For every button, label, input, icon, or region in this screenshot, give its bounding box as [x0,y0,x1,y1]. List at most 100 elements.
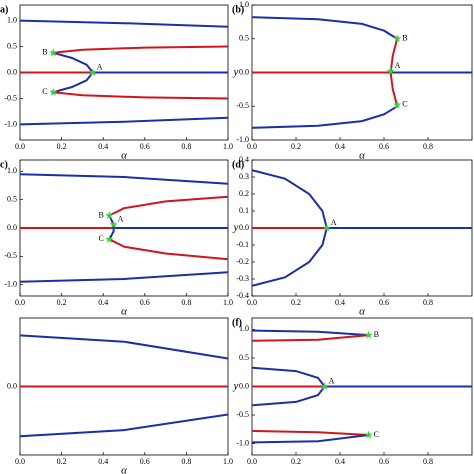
panel-label: (d) [232,159,244,170]
panel: 0.0 0.2 0.4 0.6 0.8 1.0 0.0 α [7,317,233,474]
bifurcation-point [322,223,331,232]
bifurcation-point [364,330,373,339]
y-tick-label: -1.0 [236,135,249,144]
x-tick-label: 0.8 [181,298,191,307]
x-tick-label: 0.0 [247,298,257,307]
x-tick-label: 0.8 [181,142,191,151]
x-tick-label: 0.4 [98,142,108,151]
curve [53,91,229,100]
point-label: A [329,376,335,385]
y-tick-label: 0.5 [7,194,17,203]
curve [251,430,369,436]
x-tick-label: 0.8 [423,298,433,307]
y-tick-label: 0.0 [7,67,17,76]
x-tick-label: 0.0 [247,142,257,151]
bifurcation-point [364,430,373,439]
y-tick-label: 0.5 [239,353,249,362]
x-tick-label: 1.0 [223,298,233,307]
bifurcation-point [105,211,114,219]
x-tick-label: 0.4 [98,298,108,307]
x-tick-label: 0.6 [379,457,389,466]
x-tick-label: 0.0 [15,142,25,151]
curve [19,334,229,360]
y-tick-label: 0.0 [239,223,249,232]
y-tick-label: 1.0 [7,166,17,175]
curve [108,215,115,240]
x-tick-label: 0.0 [15,457,25,466]
y-tick-label: -1.0 [4,279,17,288]
y-axis-label: y [233,66,239,78]
point-label: A [118,214,124,223]
x-tick-label: 0.4 [98,457,108,466]
curve [19,413,229,438]
x-tick-label: 0.8 [423,457,433,466]
x-tick-label: 0.0 [247,457,257,466]
x-tick-label: 1.0 [223,142,233,151]
curve [251,434,369,444]
bifurcation-point [88,68,97,76]
curve [251,105,398,129]
x-tick-label: 0.0 [15,298,25,307]
curve [251,334,369,342]
y-tick-label: 0.0 [7,381,17,390]
x-tick-label: 0.6 [379,142,389,151]
bifurcation-point [393,100,402,109]
y-tick-label: 0.0 [7,223,17,232]
curve [19,116,229,126]
point-label: C [374,430,379,439]
point-label: B [402,34,407,43]
y-tick-label: -1.0 [236,438,249,447]
y-tick-label: -0.5 [4,251,17,260]
x-tick-label: 0.6 [140,298,150,307]
y-tick-label: 1.0 [7,15,17,24]
y-tick-label: -0.3 [236,274,249,283]
point-label: B [98,210,103,219]
x-axis-label: α [121,150,127,162]
panel: 0.0 0.2 0.4 0.6 0.8 1.0 0.5 0.0 -0.5 -1.0 B A C (f) y [232,317,473,466]
panel-label: (b) [232,4,244,15]
curve [19,271,229,283]
x-tick-label: 0.8 [423,142,433,151]
x-tick-label: 0.2 [57,457,67,466]
y-tick-label: -0.2 [236,257,249,266]
panel-label: a) [0,4,8,15]
bifurcation-point [49,48,58,57]
x-axis-label: α [121,306,127,318]
point-label: A [395,61,401,70]
y-tick-label: 0.0 [239,381,249,390]
y-axis-label: y [233,380,239,392]
curve [251,16,398,40]
panel: 0.0 0.2 0.4 0.6 0.8 0.4 0.3 0.2 0.1 0.0 -0.1 -0.2 -0… [232,155,473,318]
x-axis-label: α [359,150,365,162]
x-tick-label: 0.4 [335,298,345,307]
y-tick-label: -0.5 [4,93,17,102]
x-tick-label: 0.6 [379,298,389,307]
point-label: C [402,100,407,109]
panel-label: c) [0,159,8,170]
y-tick-label: -0.5 [236,410,249,419]
y-tick-label: 1.0 [239,0,249,9]
panel-label: (f) [232,317,242,328]
point-label: C [98,234,103,243]
curve [53,45,229,54]
bifurcation-point [320,382,329,390]
y-tick-label: -0.1 [236,240,249,249]
curve [19,19,229,28]
bifurcation-point [105,235,114,243]
x-tick-label: 0.6 [140,142,150,151]
bifurcation-point [49,88,58,96]
point-label: B [374,330,379,339]
y-tick-label: 0.3 [239,172,249,181]
y-tick-label: -1.0 [4,119,17,128]
point-label: A [97,62,103,71]
y-tick-label: 1.0 [239,324,249,333]
curve [108,195,229,217]
bifurcation-point [109,220,118,228]
curve [108,238,229,261]
y-tick-label: 0.0 [239,67,249,76]
x-tick-label: 0.4 [335,457,345,466]
panel: 0.0 0.2 0.4 0.6 0.8 1.0 1.0 0.5 0.0 -0.5 -1.0 A B Cc)… [0,159,233,317]
x-tick-label: 0.2 [291,457,301,466]
y-tick-label: 0.1 [239,206,249,215]
